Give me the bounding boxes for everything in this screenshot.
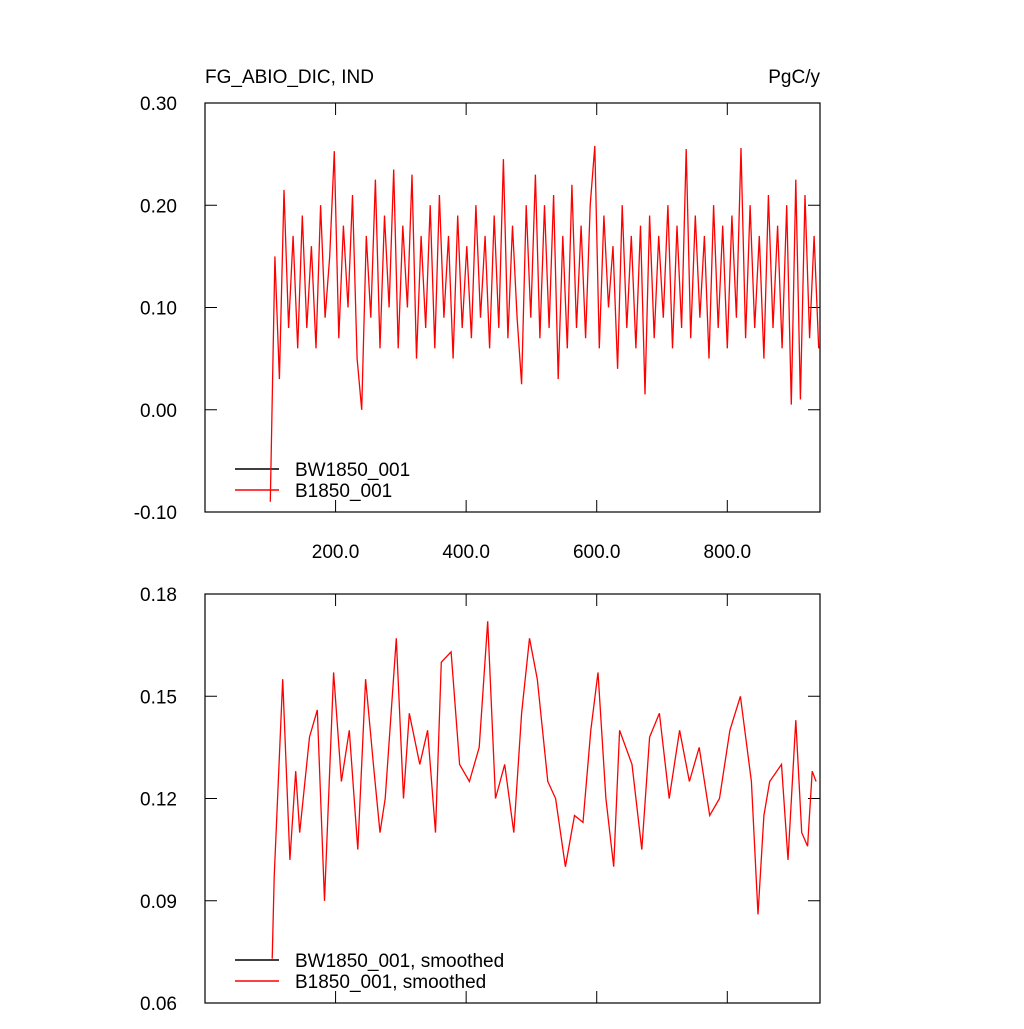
- legend-label: BW1850_001, smoothed: [295, 951, 504, 972]
- x-tick-label: 400.0: [442, 542, 490, 563]
- y-tick-label: 0.06: [140, 994, 177, 1015]
- y-tick-label: 0.30: [140, 94, 177, 115]
- y-tick-label: 0.20: [140, 196, 177, 217]
- x-tick-label: 800.0: [704, 542, 752, 563]
- legend-label: B1850_001, smoothed: [295, 972, 486, 993]
- y-tick-label: 0.18: [140, 585, 177, 606]
- chart-title: FG_ABIO_DIC, IND: [205, 67, 374, 88]
- plot-frame: [204, 102, 821, 513]
- series-line: [271, 621, 817, 959]
- y-tick-label: 0.12: [140, 790, 177, 811]
- y-tick-label: 0.00: [140, 401, 177, 422]
- y-tick-label: 0.15: [140, 687, 177, 708]
- units-label: PgC/y: [768, 67, 820, 88]
- legend-label: B1850_001: [295, 481, 392, 502]
- x-tick-label: 600.0: [573, 542, 621, 563]
- x-tick-label: 200.0: [312, 542, 360, 563]
- y-tick-label: 0.09: [140, 892, 177, 913]
- series-line: [269, 145, 820, 502]
- y-tick-label: 0.10: [140, 299, 177, 320]
- legend-label: BW1850_001: [295, 460, 410, 481]
- y-tick-label: -0.10: [134, 503, 177, 524]
